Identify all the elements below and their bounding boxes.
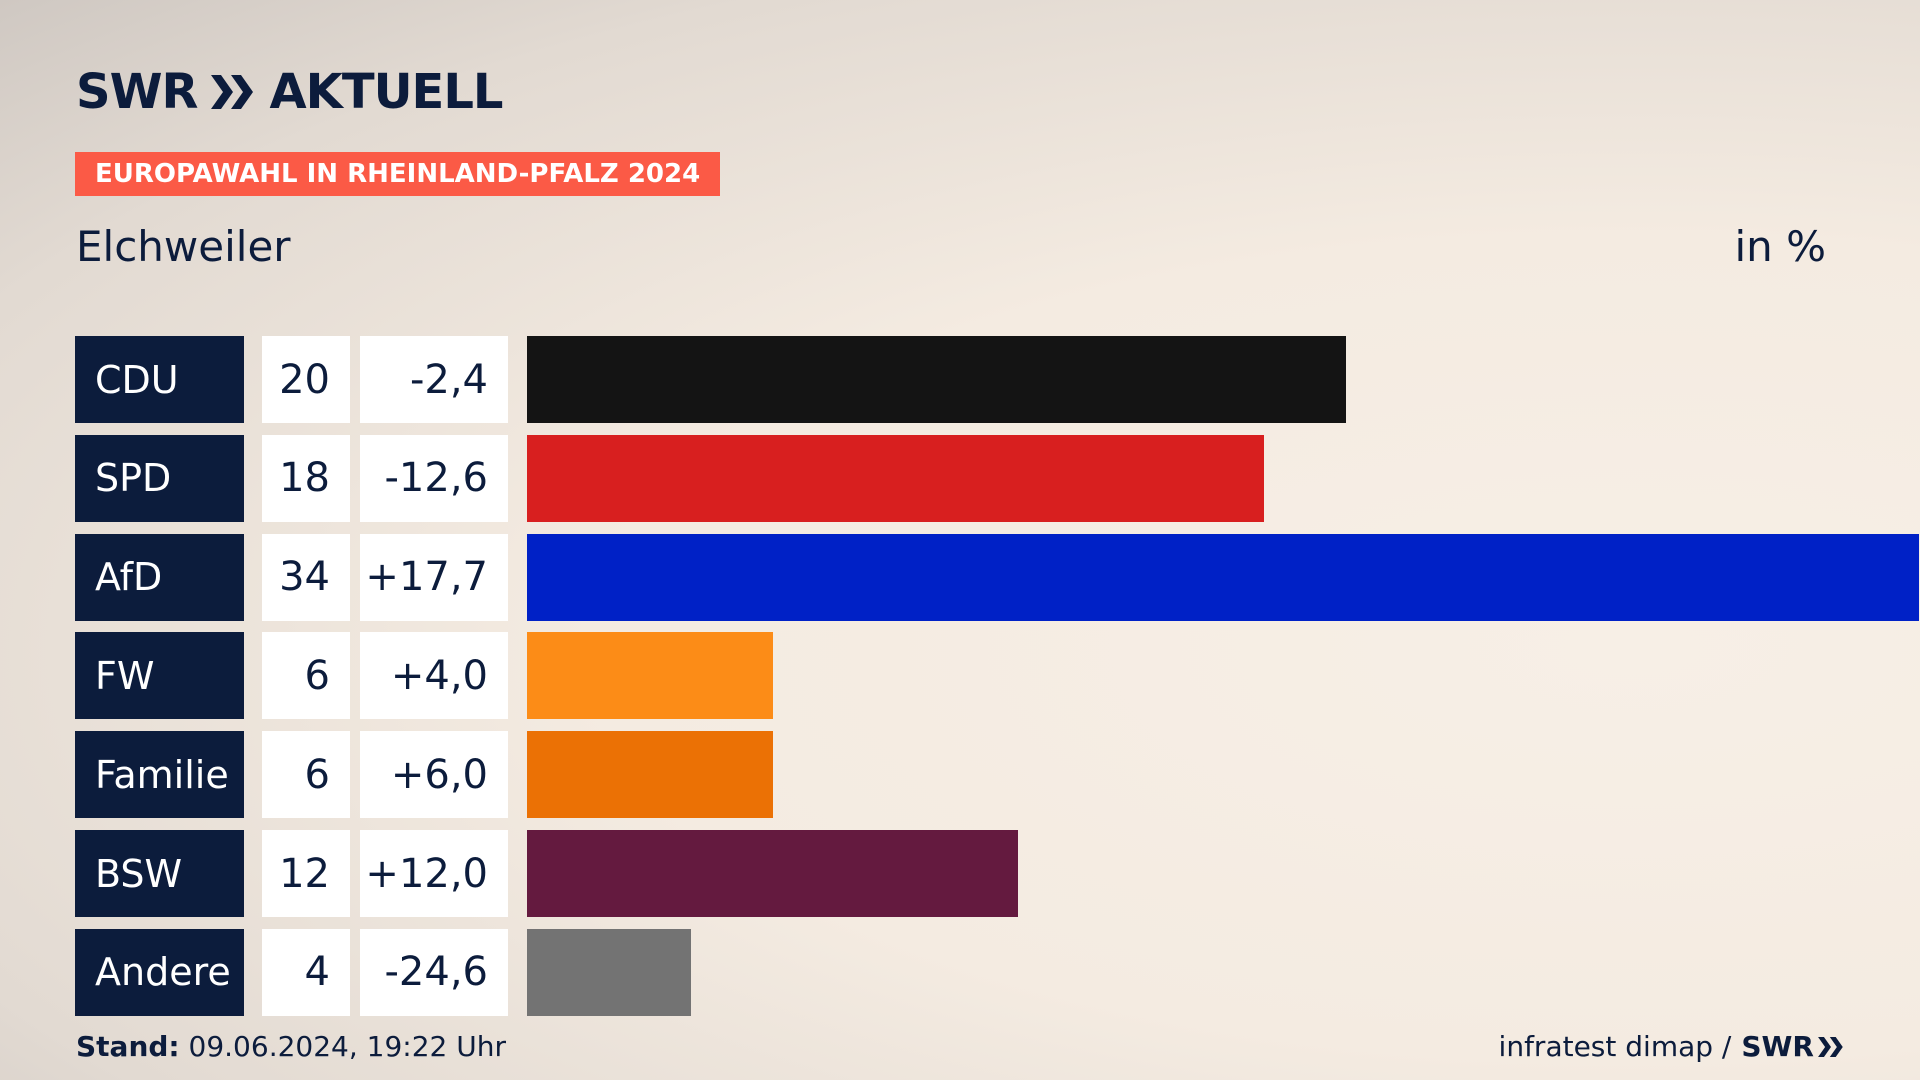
swr-small-logo: SWR	[1741, 1030, 1844, 1063]
double-chevron-icon	[211, 75, 254, 109]
timestamp: Stand: 09.06.2024, 19:22 Uhr	[76, 1030, 506, 1063]
small-double-chevron-icon	[1818, 1036, 1843, 1057]
vote-share-label: 34	[262, 533, 350, 621]
bar	[527, 434, 1264, 522]
chart-row: CDU 20 -2,4	[75, 336, 1845, 423]
stand-value: 09.06.2024, 19:22 Uhr	[188, 1030, 506, 1063]
bar	[527, 336, 1346, 423]
chart-row: AfD 34 +17,7	[75, 533, 1919, 621]
vote-share-label: 12	[262, 830, 350, 917]
logo-aktuell-text: AKTUELL	[269, 64, 503, 120]
change-label: -2,4	[360, 336, 508, 423]
vote-share-label: 4	[262, 928, 350, 1016]
party-label: FW	[75, 632, 244, 720]
bar	[527, 632, 773, 720]
vote-share-label: 18	[262, 434, 350, 522]
party-label: Andere	[75, 928, 244, 1016]
change-label: -24,6	[360, 928, 508, 1016]
change-label: +4,0	[360, 632, 508, 720]
party-label: AfD	[75, 533, 244, 621]
chart-row: Familie 6 +6,0	[75, 731, 1845, 819]
logo-swr-text: SWR	[76, 64, 198, 120]
chart-row: FW 6 +4,0	[75, 632, 1845, 720]
small-logo-text: SWR	[1741, 1030, 1814, 1063]
vote-share-label: 6	[262, 632, 350, 720]
bar	[527, 533, 1919, 621]
source-text: infratest dimap /	[1498, 1030, 1732, 1063]
chart-row: SPD 18 -12,6	[75, 434, 1845, 522]
change-label: +12,0	[360, 830, 508, 917]
chart-row: Andere 4 -24,6	[75, 928, 1845, 1016]
chart-row: BSW 12 +12,0	[75, 830, 1845, 917]
change-label: -12,6	[360, 434, 508, 522]
source-credit: infratest dimap / SWR	[1499, 1030, 1844, 1063]
unit-label: in %	[1734, 222, 1826, 271]
vote-share-label: 6	[262, 731, 350, 819]
party-label: BSW	[75, 830, 244, 917]
bar	[527, 830, 1019, 917]
stand-label: Stand:	[76, 1030, 180, 1063]
topic-badge: EUROPAWAHL IN RHEINLAND-PFALZ 2024	[75, 152, 721, 196]
bar	[527, 928, 691, 1016]
party-label: CDU	[75, 336, 244, 423]
change-label: +17,7	[360, 533, 508, 621]
party-label: SPD	[75, 434, 244, 522]
party-label: Familie	[75, 731, 244, 819]
bar	[527, 731, 773, 819]
change-label: +6,0	[360, 731, 508, 819]
swr-aktuell-logo: SWR AKTUELL	[76, 64, 504, 120]
vote-share-label: 20	[262, 336, 350, 423]
chart-subtitle: Elchweiler	[76, 222, 291, 271]
